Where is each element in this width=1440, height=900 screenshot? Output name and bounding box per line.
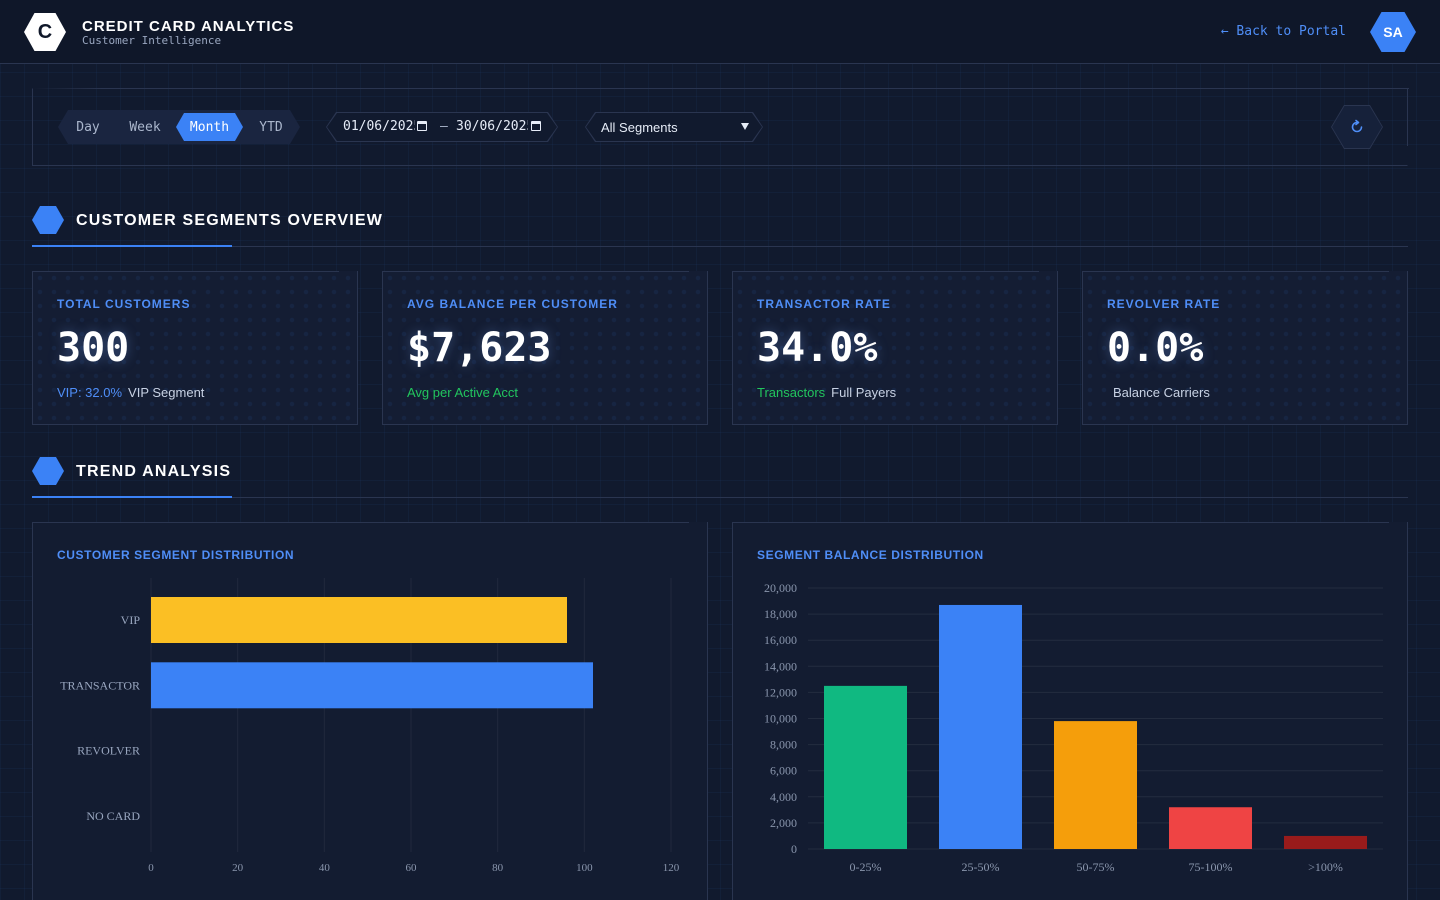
kpi-sub-text: VIP Segment	[128, 385, 205, 400]
x-tick-label: 50-75%	[1077, 860, 1115, 874]
segment-distribution-chart: 0 20 40 60 80 100 120 VIP TRANSACTOR REVOLVER NO C…	[60, 578, 680, 874]
y-tick-label: 18,000	[764, 607, 797, 621]
overview-section-title: CUSTOMER SEGMENTS OVERVIEW	[76, 212, 384, 229]
bar	[939, 604, 1022, 849]
bar	[1169, 807, 1252, 849]
bar	[1284, 835, 1367, 849]
x-tick-label: >100%	[1308, 860, 1343, 874]
section-hex-icon	[32, 206, 64, 234]
kpi-card-revolver-rate: REVOLVER RATE 0.0% Balance Carriers	[1082, 271, 1408, 425]
app-header: C CREDIT CARD ANALYTICS Customer Intelli…	[0, 0, 1440, 64]
y-tick-label: 16,000	[764, 633, 797, 647]
kpi-value: 0.0%	[1107, 325, 1204, 371]
kpi-label: TRANSACTOR RATE	[757, 297, 891, 311]
calendar-icon[interactable]	[531, 121, 541, 131]
chart-title: CUSTOMER SEGMENT DISTRIBUTION	[57, 548, 295, 562]
segment-distribution-panel: CUSTOMER SEGMENT DISTRIBUTION	[32, 522, 708, 900]
y-tick-label: 10,000	[764, 712, 797, 726]
kpi-subtext: VIP: 32.0% VIP Segment	[57, 385, 204, 400]
user-avatar[interactable]: SA	[1370, 12, 1416, 52]
section-divider-accent	[32, 496, 232, 498]
y-tick-label: VIP	[121, 613, 141, 627]
kpi-sub-highlight: Transactors	[757, 385, 826, 400]
date-to-input[interactable]: 30/06/2025	[456, 119, 528, 134]
x-tick-label: 20	[232, 862, 244, 874]
x-tick-label: 75-100%	[1189, 860, 1233, 874]
x-tick-label: 0-25%	[850, 860, 882, 874]
y-tick-label: 20,000	[764, 581, 797, 595]
period-ytd-button[interactable]: YTD	[259, 119, 283, 135]
kpi-value: 300	[57, 325, 130, 371]
kpi-card-total-customers: TOTAL CUSTOMERS 300 VIP: 32.0% VIP Segmen…	[32, 271, 358, 425]
y-tick-label: NO CARD	[86, 809, 140, 823]
segment-filter-select[interactable]	[585, 112, 763, 142]
x-tick-label: 60	[406, 862, 418, 874]
kpi-card-avg-balance: AVG BALANCE PER CUSTOMER $7,623 Avg per …	[382, 271, 708, 425]
x-tick-label: 100	[576, 862, 593, 874]
segment-filter-value[interactable]: All Segments	[601, 120, 678, 135]
y-tick-label: 14,000	[764, 659, 797, 673]
kpi-sub-text: Balance Carriers	[1113, 385, 1210, 400]
section-divider-accent	[32, 245, 232, 247]
x-tick-label: 0	[148, 862, 154, 874]
filter-toolbar	[32, 88, 1409, 166]
logo-icon: C	[24, 13, 66, 51]
app-title: CREDIT CARD ANALYTICS	[82, 18, 295, 35]
kpi-card-transactor-rate: TRANSACTOR RATE 34.0% Transactors Full Pa…	[732, 271, 1058, 425]
date-from-input[interactable]: 01/06/2025	[343, 119, 415, 134]
kpi-sub-text: Full Payers	[831, 385, 897, 400]
y-tick-label: 8,000	[770, 738, 797, 752]
section-divider	[32, 246, 1408, 247]
x-tick-label: 40	[319, 862, 331, 874]
section-hex-icon	[32, 457, 64, 485]
section-divider	[32, 497, 1408, 498]
period-day-button[interactable]: Day	[76, 119, 100, 135]
kpi-subtext: Avg per Active Acct	[407, 385, 524, 400]
period-week-button[interactable]: Week	[129, 119, 161, 135]
x-tick-label: 80	[492, 862, 504, 874]
kpi-label: AVG BALANCE PER CUSTOMER	[407, 297, 618, 311]
chart-title: SEGMENT BALANCE DISTRIBUTION	[757, 548, 984, 562]
kpi-label: REVOLVER RATE	[1107, 297, 1221, 311]
kpi-label: TOTAL CUSTOMERS	[57, 297, 191, 311]
y-tick-label: 12,000	[764, 685, 797, 699]
kpi-subtext: Balance Carriers	[1107, 385, 1210, 400]
x-tick-label: 25-50%	[962, 860, 1000, 874]
y-tick-label: 4,000	[770, 790, 797, 804]
chevron-down-icon[interactable]	[741, 123, 749, 130]
calendar-icon[interactable]	[417, 121, 427, 131]
refresh-icon	[1351, 119, 1363, 133]
kpi-sub-highlight: Avg per Active Acct	[407, 385, 519, 400]
date-range-picker	[326, 112, 558, 142]
kpi-sub-highlight: VIP: 32.0%	[57, 385, 123, 400]
bar	[824, 685, 907, 849]
kpi-subtext: Transactors Full Payers	[757, 385, 896, 400]
bar	[151, 662, 593, 709]
x-tick-label: 120	[663, 862, 680, 874]
bar	[151, 597, 567, 643]
kpi-value: 34.0%	[757, 325, 878, 371]
trend-section-title: TREND ANALYSIS	[76, 463, 232, 480]
period-month-button[interactable]: Month	[176, 113, 243, 141]
y-tick-label: 0	[791, 842, 797, 856]
back-to-portal-link[interactable]: ← Back to Portal	[1220, 24, 1346, 39]
y-tick-label: 6,000	[770, 764, 797, 778]
kpi-value: $7,623	[407, 325, 552, 371]
date-separator: –	[440, 119, 448, 134]
y-tick-label: 2,000	[770, 816, 797, 830]
bar	[1054, 721, 1137, 849]
app-subtitle: Customer Intelligence	[82, 34, 222, 47]
y-tick-label: TRANSACTOR	[60, 678, 140, 692]
balance-distribution-chart: 0 2,000 4,000 6,000 8,000 10,000 12,000 14,000 1…	[764, 581, 1383, 874]
y-tick-label: REVOLVER	[77, 744, 140, 758]
